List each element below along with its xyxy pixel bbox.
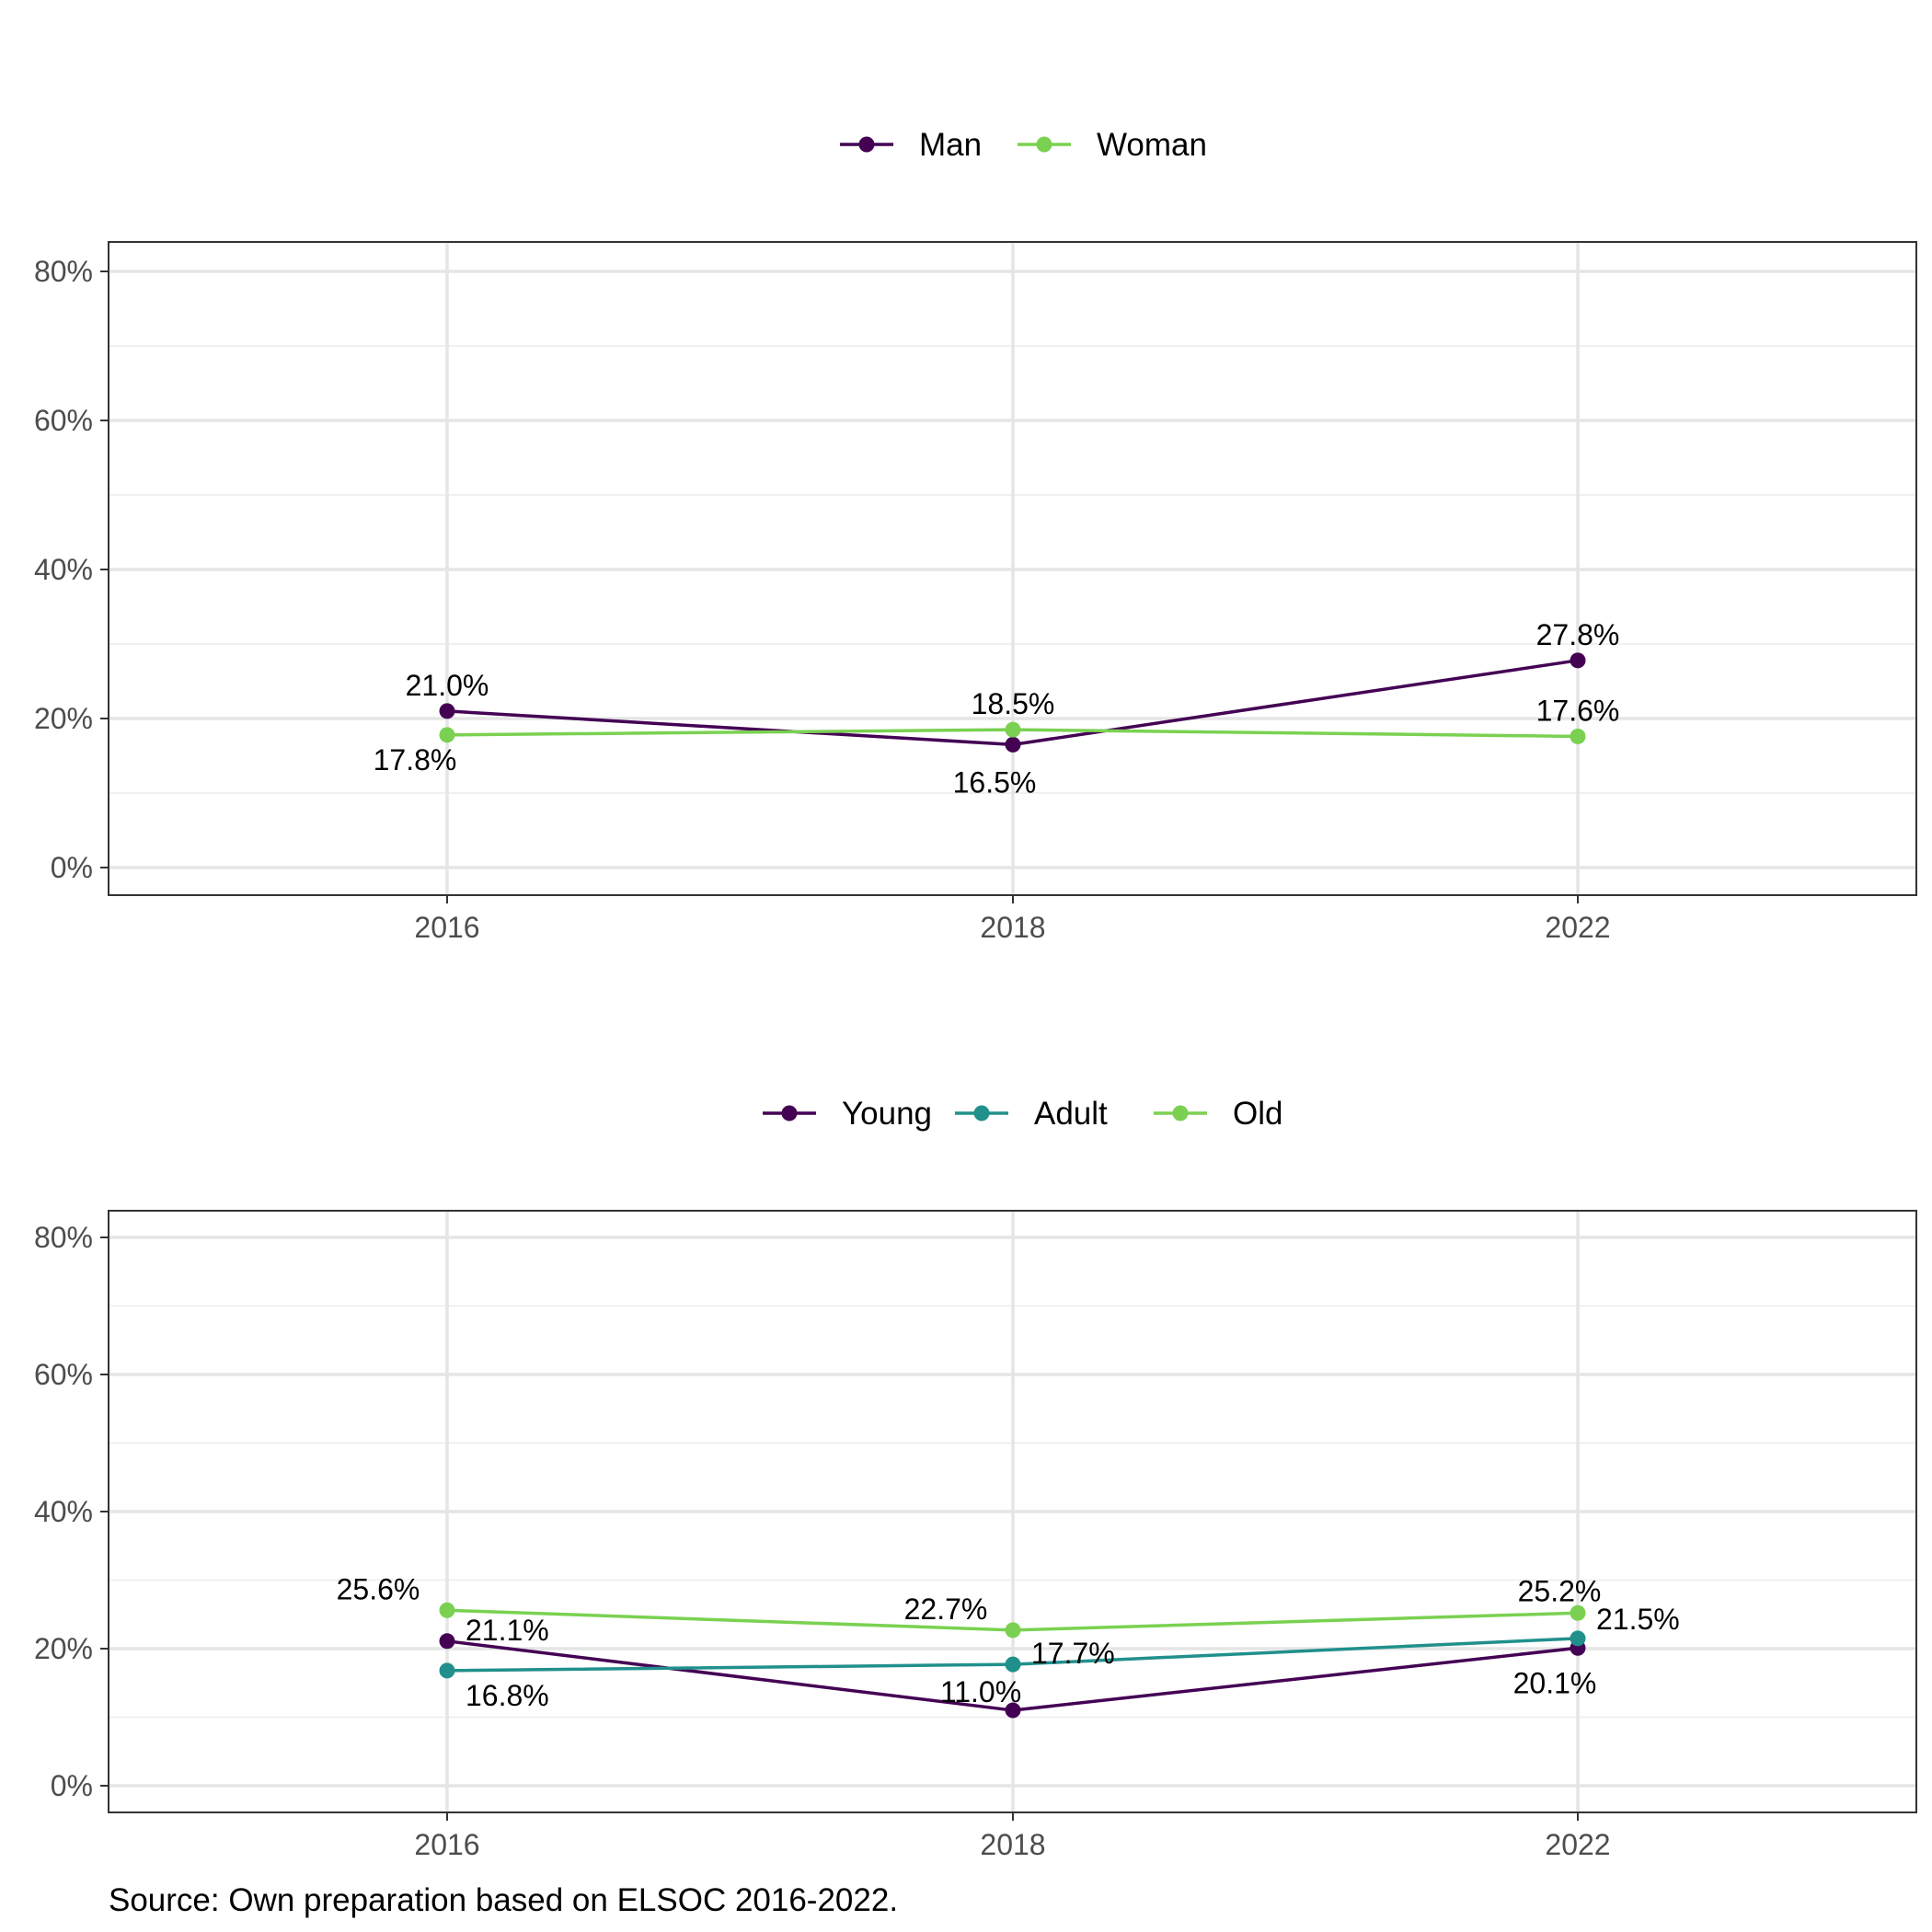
data-label: 21.0% [406,669,489,702]
y-tick-label: 40% [34,1495,93,1528]
legend-marker [973,1105,990,1121]
legend-item-adult: Adult [955,1096,1108,1132]
data-label: 25.6% [337,1572,420,1605]
legend-label: Adult [1034,1096,1108,1132]
y-tick-label: 60% [34,1358,93,1391]
data-point-man [1570,652,1586,669]
data-label: 17.7% [1031,1637,1115,1670]
data-point-adult [439,1662,455,1679]
data-point-man [1005,736,1021,753]
x-tick-label: 2022 [1545,911,1610,944]
y-tick-label: 60% [34,404,93,437]
y-tick-label: 20% [34,702,93,735]
data-label: 22.7% [904,1593,988,1626]
data-point-old [1570,1604,1586,1621]
data-point-woman [439,727,455,743]
legend-item-young: Young [763,1096,932,1132]
data-point-woman [1005,721,1021,738]
y-tick-label: 40% [34,553,93,586]
y-tick-label: 80% [34,255,93,288]
panel-border [108,1210,1917,1813]
y-tick-label: 80% [34,1221,93,1254]
data-point-adult [1005,1656,1021,1673]
data-point-old [439,1602,455,1618]
y-tick-label: 0% [51,851,93,884]
data-label: 27.8% [1536,618,1620,651]
x-tick-label: 2022 [1545,1828,1610,1861]
legend-marker [781,1105,798,1121]
data-label: 17.6% [1536,694,1620,727]
data-label: 16.8% [466,1679,549,1712]
legend-label: Young [842,1096,932,1132]
data-label: 18.5% [972,687,1055,720]
age-chart: 0% 20% 40% 60% 80% 2016 2018 2022 21.1% 11.0% 20.1… [34,1096,1917,1861]
data-label: 16.5% [953,765,1037,799]
y-tick-label: 20% [34,1632,93,1665]
legend-marker [1036,136,1052,153]
data-point-young [1005,1702,1021,1719]
data-label: 21.1% [466,1614,549,1647]
x-tick-label: 2018 [980,1828,1045,1861]
data-label: 20.1% [1513,1666,1597,1699]
panel-border [108,241,1917,896]
data-label: 25.2% [1518,1574,1602,1607]
data-point-old [1005,1622,1021,1639]
legend-item-old: Old [1154,1096,1282,1132]
legend-label: Woman [1097,127,1207,163]
x-tick-label: 2016 [414,911,479,944]
data-label: 17.8% [374,743,457,776]
legend-item-woman: Woman [1018,127,1207,163]
y-tick-label: 0% [51,1769,93,1802]
gender-chart: 0% 20% 40% 60% 80% 2016 2018 2022 21.0% 16.5% 27.8… [34,127,1917,944]
legend-marker [1172,1105,1189,1121]
data-point-man [439,703,455,719]
data-point-adult [1570,1630,1586,1647]
legend-label: Man [919,127,982,163]
data-point-young [439,1633,455,1650]
legend-marker [858,136,875,153]
legend-label: Old [1233,1096,1282,1132]
legend-item-man: Man [840,127,982,163]
source-caption: Source: Own preparation based on ELSOC 2… [109,1882,898,1918]
x-tick-label: 2016 [414,1828,479,1861]
data-label: 21.5% [1596,1603,1680,1636]
data-label: 11.0% [940,1675,1021,1708]
data-point-woman [1570,728,1586,744]
x-tick-label: 2018 [980,911,1045,944]
